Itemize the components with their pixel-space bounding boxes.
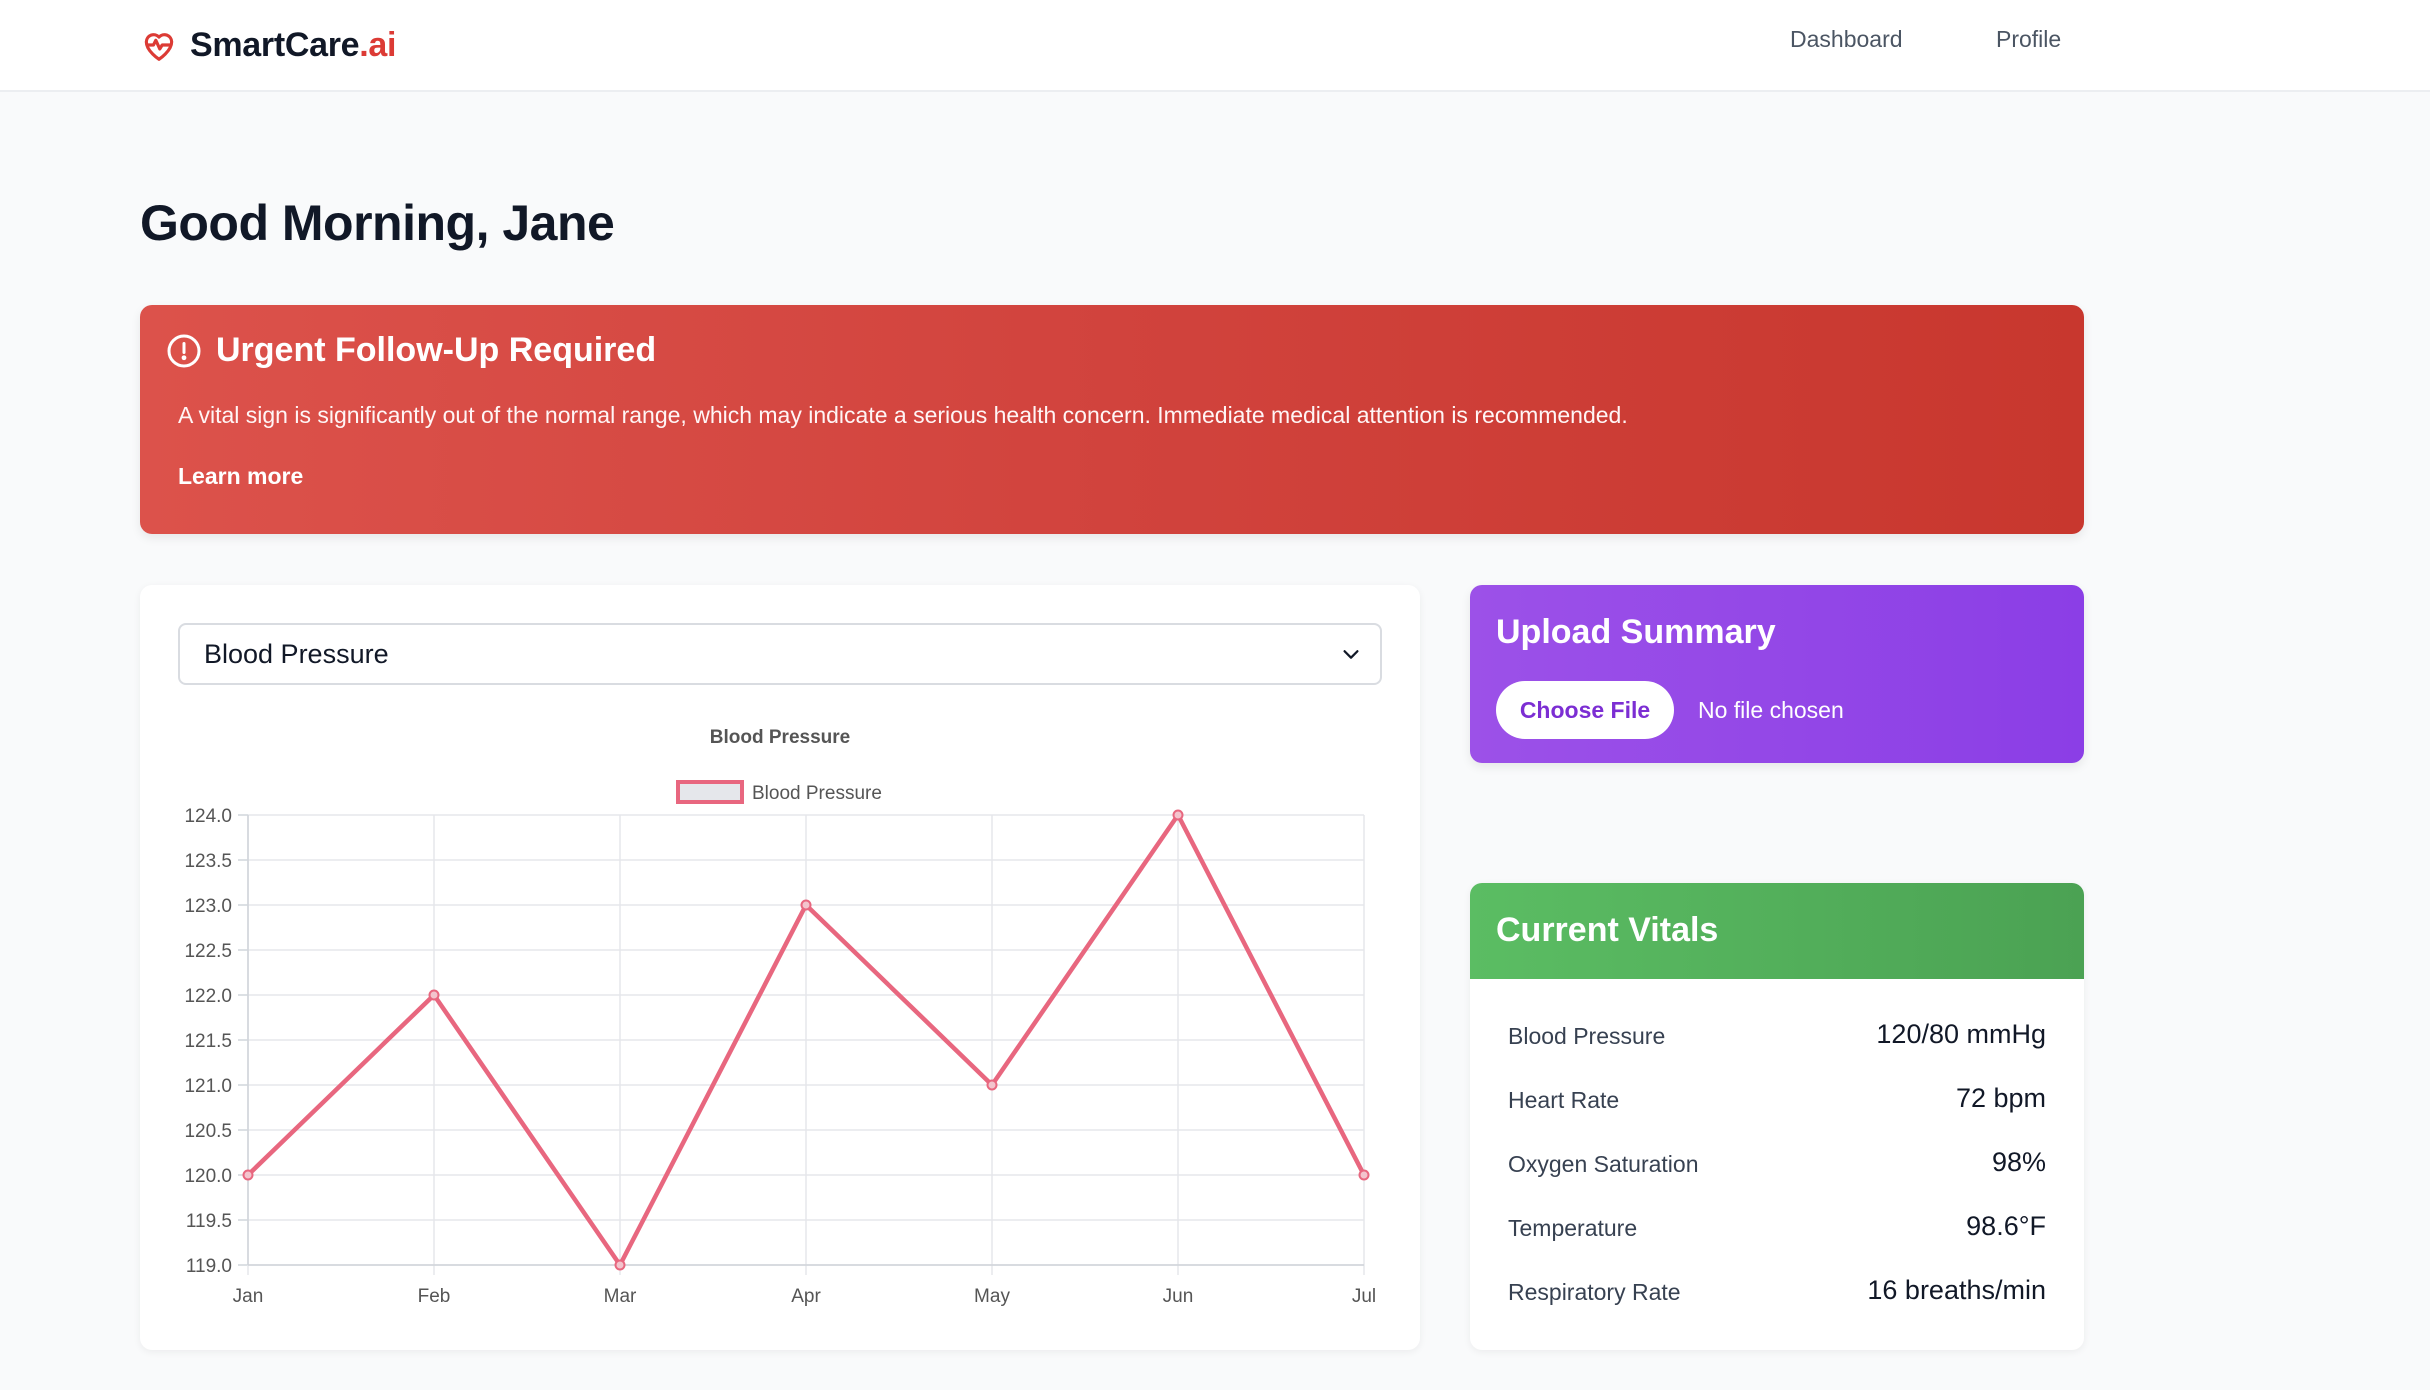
y-tick-label: 122.0 (184, 986, 232, 1007)
legend-label: Blood Pressure (752, 783, 882, 804)
y-tick-label: 120.5 (184, 1121, 232, 1142)
top-navbar: SmartCare.ai Dashboard Profile (0, 0, 2430, 92)
y-tick-label: 119.0 (186, 1256, 232, 1277)
vitals-title: Current Vitals (1496, 911, 1718, 950)
brand-logo[interactable]: SmartCare.ai (140, 20, 396, 70)
x-tick-label: May (974, 1286, 1010, 1307)
upload-summary-card: Upload Summary Choose File No file chose… (1470, 585, 2084, 763)
x-tick-label: Jul (1352, 1286, 1376, 1307)
alert-message: A vital sign is significantly out of the… (178, 402, 1628, 429)
vital-value: 72 bpm (1956, 1083, 2046, 1114)
y-tick-label: 122.5 (184, 941, 232, 962)
y-tick-label: 123.0 (184, 896, 232, 917)
vital-row-respiratory-rate: Respiratory Rate 16 breaths/min (1508, 1273, 2046, 1313)
vital-label: Blood Pressure (1508, 1023, 1665, 1050)
data-point (988, 1081, 997, 1090)
learn-more-link[interactable]: Learn more (178, 463, 303, 490)
vital-value: 98.6°F (1966, 1211, 2046, 1242)
data-point (1360, 1171, 1369, 1180)
y-tick-label: 123.5 (184, 851, 232, 872)
y-tick-label: 121.0 (184, 1076, 232, 1097)
data-point (244, 1171, 253, 1180)
file-status: No file chosen (1698, 697, 1844, 724)
data-point (430, 991, 439, 1000)
choose-file-button[interactable]: Choose File (1496, 681, 1674, 739)
data-point (802, 901, 811, 910)
alert-circle-icon (166, 333, 202, 369)
vital-label: Respiratory Rate (1508, 1279, 1681, 1306)
brand-name: SmartCare.ai (190, 26, 396, 65)
vital-row-temperature: Temperature 98.6°F (1508, 1209, 2046, 1249)
vital-row-blood-pressure: Blood Pressure 120/80 mmHg (1508, 1017, 2046, 1057)
x-tick-label: Jun (1163, 1286, 1194, 1307)
vitals-header: Current Vitals (1470, 883, 2084, 979)
vital-chart-card: Blood Pressure 124.0 123.5 123.0 122.5 122.0… (140, 585, 1420, 1350)
nav-dashboard-link[interactable]: Dashboard (1790, 26, 1903, 53)
nav-profile-link[interactable]: Profile (1996, 26, 2061, 53)
vital-label: Heart Rate (1508, 1087, 1619, 1114)
alert-header: Urgent Follow-Up Required (166, 331, 656, 370)
upload-title: Upload Summary (1496, 613, 1776, 652)
vital-row-heart-rate: Heart Rate 72 bpm (1508, 1081, 2046, 1121)
blood-pressure-line-chart: 124.0 123.5 123.0 122.5 122.0 121.5 121.0 120.5… (140, 585, 1420, 1350)
y-tick-label: 124.0 (184, 806, 232, 827)
x-tick-label: Feb (418, 1286, 451, 1307)
y-tick-label: 119.5 (186, 1211, 232, 1232)
vital-row-oxygen-saturation: Oxygen Saturation 98% (1508, 1145, 2046, 1185)
chart-title: Blood Pressure (710, 727, 850, 748)
legend-swatch (678, 782, 742, 802)
heart-pulse-icon (140, 26, 178, 64)
page-greeting: Good Morning, Jane (140, 194, 614, 252)
data-point (616, 1261, 625, 1270)
vital-label: Temperature (1508, 1215, 1637, 1242)
vital-value: 16 breaths/min (1867, 1275, 2046, 1306)
y-tick-label: 120.0 (184, 1166, 232, 1187)
data-point (1174, 811, 1183, 820)
x-tick-label: Mar (604, 1286, 637, 1307)
vital-label: Oxygen Saturation (1508, 1151, 1699, 1178)
y-tick-label: 121.5 (184, 1031, 232, 1052)
vital-value: 98% (1992, 1147, 2046, 1178)
x-tick-label: Jan (233, 1286, 264, 1307)
current-vitals-card: Current Vitals Blood Pressure 120/80 mmH… (1470, 883, 2084, 1350)
urgent-alert-banner: Urgent Follow-Up Required A vital sign i… (140, 305, 2084, 534)
vital-value: 120/80 mmHg (1876, 1019, 2046, 1050)
x-tick-label: Apr (791, 1286, 821, 1307)
alert-title: Urgent Follow-Up Required (216, 331, 656, 370)
